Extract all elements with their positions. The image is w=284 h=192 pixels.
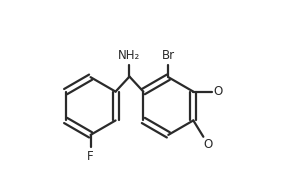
- Text: Br: Br: [162, 49, 175, 62]
- Text: O: O: [204, 138, 213, 151]
- Text: O: O: [213, 85, 222, 98]
- Text: NH₂: NH₂: [118, 49, 141, 61]
- Text: F: F: [87, 150, 94, 163]
